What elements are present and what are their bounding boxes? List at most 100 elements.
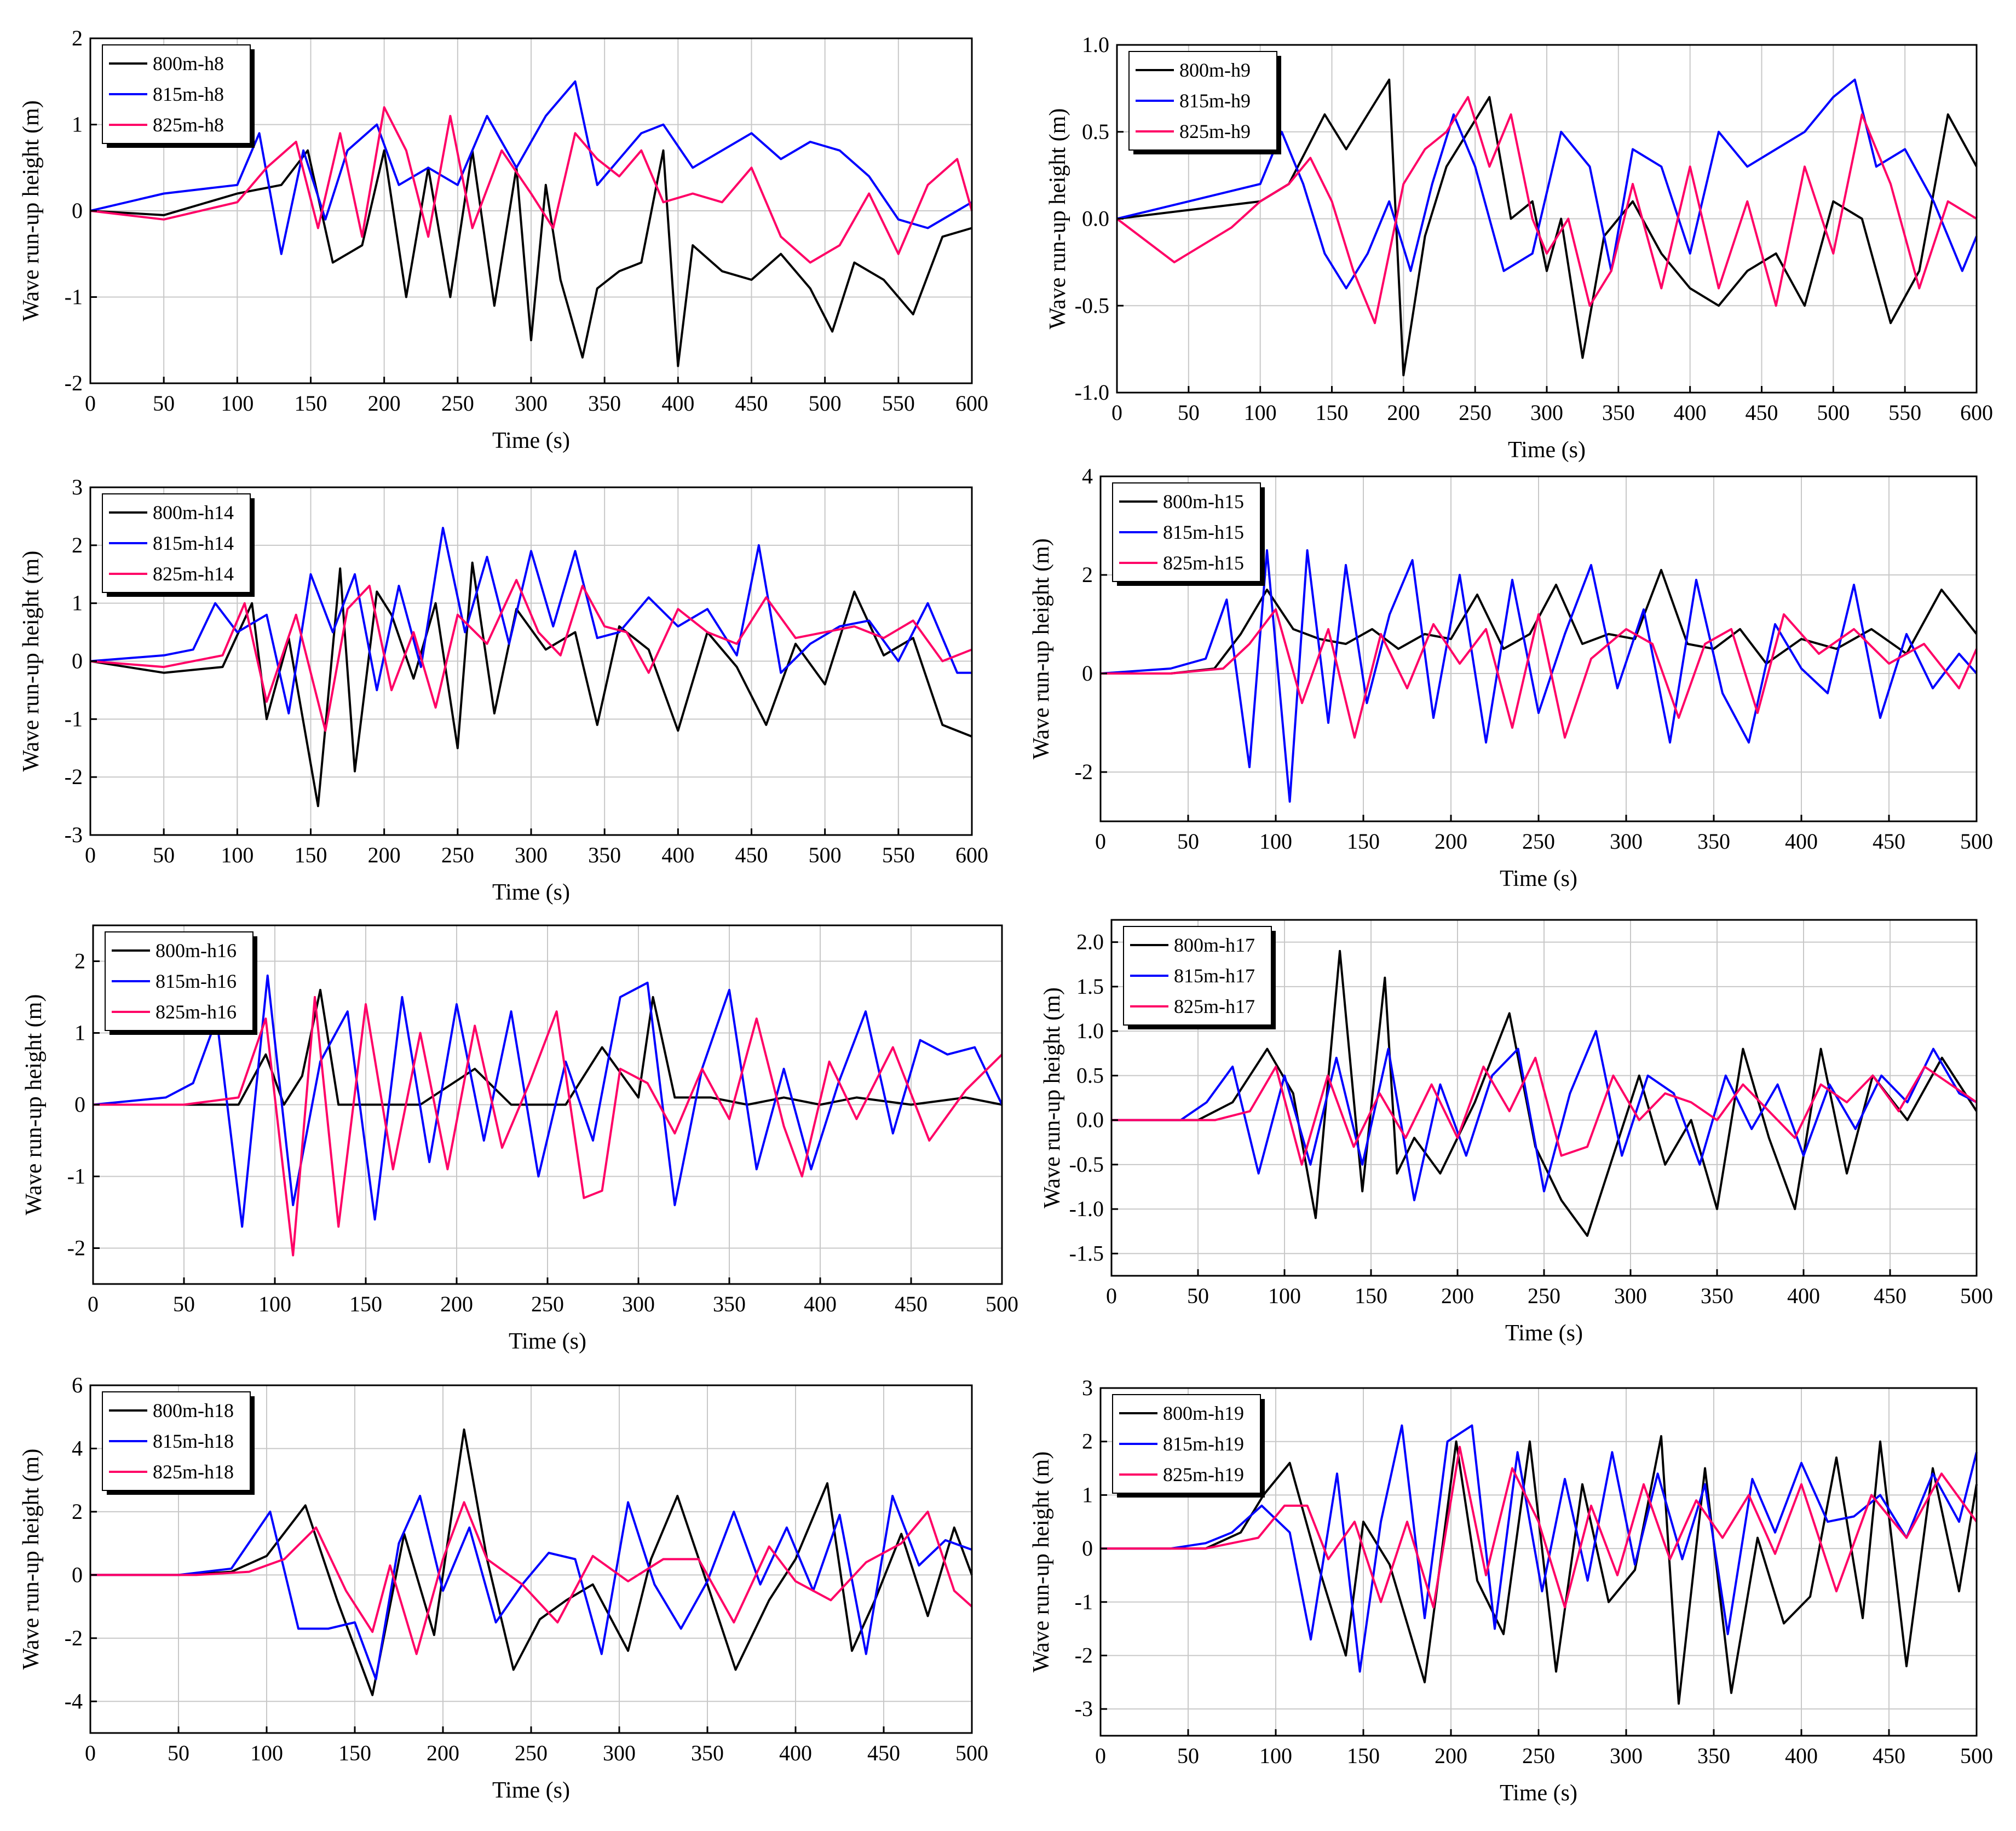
chart-h15: 0 50 100 150 200 250 300 350 400 450 500 -2 0 2 4 Time … <box>1029 464 1993 891</box>
y-tick-label: 2 <box>1082 562 1093 587</box>
y-tick-label: 2 <box>72 26 83 50</box>
x-tick-label: 400 <box>661 391 694 416</box>
series-line-800m-h18 <box>90 1428 973 1696</box>
x-tick-label: 250 <box>1459 400 1491 425</box>
legend-label: 800m-h19 <box>1163 1402 1244 1424</box>
legend-label: 815m-h19 <box>1163 1433 1244 1455</box>
x-tick-label: 0 <box>1106 1283 1117 1308</box>
x-tick-label: 350 <box>1701 1283 1733 1308</box>
y-axis-title: Wave run-up height (m) <box>1029 538 1054 759</box>
y-tick-label: 0 <box>72 1562 83 1587</box>
y-tick-label: 2 <box>1082 1429 1093 1454</box>
chart-h9: 0 50 100 150 200 250 300 350 400 450 500 550 600 -1.0… <box>1045 32 1993 463</box>
y-tick-label: -1 <box>1075 1590 1093 1614</box>
legend-label: 815m-h16 <box>155 970 237 992</box>
y-tick-label: 2 <box>72 1499 83 1524</box>
y-tick-label: 0.5 <box>1076 1063 1104 1087</box>
x-tick-label: 250 <box>531 1292 564 1316</box>
x-tick-label: 350 <box>691 1741 724 1765</box>
y-axis-title: Wave run-up height (m) <box>1040 987 1065 1208</box>
legend-label: 825m-h15 <box>1163 552 1244 574</box>
x-tick-label: 50 <box>1178 400 1200 425</box>
chart-h8: 0 50 100 150 200 250 300 350 400 450 500 550 600 -2 -1… <box>19 26 988 453</box>
x-tick-label: 200 <box>1387 400 1420 425</box>
legend-label: 825m-h19 <box>1163 1464 1244 1485</box>
series-line-815m-h8 <box>90 80 973 255</box>
y-tick-label: 0.0 <box>1082 206 1109 231</box>
legend-label: 825m-h14 <box>153 563 234 585</box>
x-tick-label: 500 <box>1960 829 1993 854</box>
x-tick-label: 400 <box>804 1292 837 1316</box>
x-tick-label: 500 <box>986 1292 1018 1316</box>
chart-h17: 0 50 100 150 200 250 300 350 400 450 500 -1.5 -1.0 -0… <box>1040 919 1993 1346</box>
x-tick-label: 600 <box>955 391 988 416</box>
y-tick-label: -1 <box>67 1164 85 1189</box>
y-tick-label: -2 <box>1075 1643 1093 1667</box>
x-axis-title: Time (s) <box>492 428 570 453</box>
y-tick-label: -3 <box>1075 1696 1093 1721</box>
x-tick-label: 400 <box>1674 400 1707 425</box>
y-tick-label: -1.0 <box>1069 1196 1104 1221</box>
chart-h19: 0 50 100 150 200 250 300 350 400 450 500 -3 -2 -1 0 1 2 3… <box>1029 1375 1993 1806</box>
legend-label: 815m-h17 <box>1174 965 1255 987</box>
chart-h18: 0 50 100 150 200 250 300 350 400 450 500 -4 -2 0 2 4 6 Ti… <box>19 1373 988 1803</box>
x-tick-label: 150 <box>1347 829 1380 854</box>
y-tick-label: 6 <box>72 1373 83 1397</box>
x-tick-label: 400 <box>661 843 694 867</box>
x-tick-label: 300 <box>1610 829 1643 854</box>
x-tick-label: 600 <box>955 843 988 867</box>
chart-h14: 0 50 100 150 200 250 300 350 400 450 500 550 600 -3 -2… <box>19 475 988 905</box>
x-tick-label: 550 <box>882 391 915 416</box>
series-line-800m-h17 <box>1111 949 1978 1237</box>
x-tick-label: 400 <box>779 1741 812 1765</box>
x-tick-label: 450 <box>1873 829 1905 854</box>
legend-label: 800m-h18 <box>153 1400 234 1421</box>
y-tick-label: 0 <box>1082 1536 1093 1561</box>
x-tick-label: 250 <box>515 1741 548 1765</box>
legend-label: 815m-h15 <box>1163 521 1244 543</box>
series-line-815m-h16 <box>93 974 1003 1228</box>
x-tick-label: 350 <box>1602 400 1635 425</box>
x-axis-title: Time (s) <box>1500 1781 1577 1806</box>
y-tick-label: 1.5 <box>1076 974 1104 999</box>
x-tick-label: 100 <box>258 1292 291 1316</box>
legend-label: 825m-h17 <box>1174 995 1255 1017</box>
y-axis-title: Wave run-up height (m) <box>21 994 47 1216</box>
x-tick-label: 0 <box>85 391 96 416</box>
y-tick-label: 0.5 <box>1082 119 1109 144</box>
x-tick-label: 50 <box>1177 829 1199 854</box>
series-line-825m-h17 <box>1111 1056 1978 1166</box>
series-line-825m-h15 <box>1101 608 1978 739</box>
x-tick-label: 200 <box>368 391 401 416</box>
x-tick-label: 300 <box>1610 1743 1643 1768</box>
y-tick-label: -2 <box>1075 759 1093 784</box>
x-tick-label: 50 <box>1187 1283 1209 1308</box>
series-line-825m-h9 <box>1116 96 1978 324</box>
x-tick-label: 350 <box>1697 829 1730 854</box>
legend-label: 825m-h18 <box>153 1461 234 1483</box>
series-line-825m-h14 <box>90 579 972 732</box>
legend-label: 815m-h14 <box>153 532 234 554</box>
x-tick-label: 100 <box>250 1741 283 1765</box>
y-tick-label: -2 <box>65 1626 83 1650</box>
y-tick-label: 3 <box>1082 1375 1093 1400</box>
y-tick-label: -0.5 <box>1075 293 1109 318</box>
legend-label: 815m-h8 <box>153 83 224 105</box>
x-tick-label: 100 <box>1244 400 1277 425</box>
x-tick-label: 200 <box>440 1292 473 1316</box>
series-line-800m-h8 <box>90 149 972 367</box>
y-tick-label: 0 <box>72 649 83 673</box>
x-tick-label: 200 <box>1435 829 1467 854</box>
x-tick-label: 450 <box>1873 1743 1905 1768</box>
series-line-815m-h9 <box>1116 78 1978 290</box>
chart-h16: 0 50 100 150 200 250 300 350 400 450 500 -2 -1 0 1 2 Tim… <box>21 924 1018 1354</box>
x-tick-label: 50 <box>173 1292 195 1316</box>
legend-label: 800m-h16 <box>155 940 237 961</box>
x-tick-label: 350 <box>588 391 621 416</box>
x-tick-label: 150 <box>1316 400 1349 425</box>
series-line-815m-h15 <box>1100 549 1978 803</box>
legend-label: 815m-h18 <box>153 1430 234 1452</box>
y-axis-title: Wave run-up height (m) <box>19 551 44 772</box>
x-tick-label: 200 <box>368 843 401 867</box>
x-tick-label: 400 <box>1785 829 1818 854</box>
